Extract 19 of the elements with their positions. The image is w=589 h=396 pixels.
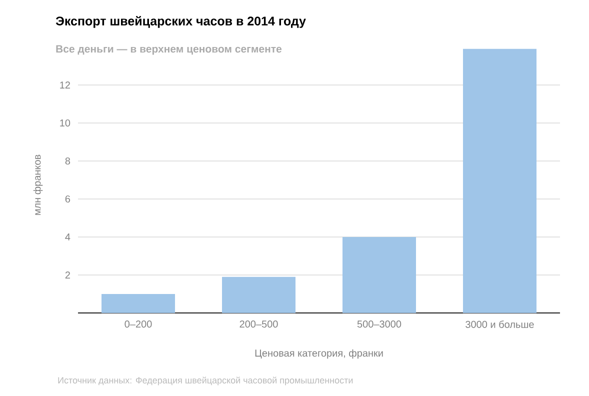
x-tick-label: 3000 и больше <box>466 320 534 328</box>
y-tick-label: 2 <box>65 272 70 278</box>
x-tick-label: 0–200 <box>124 320 152 328</box>
bar <box>462 48 536 313</box>
x-axis-title: Ценовая категория, франки <box>255 349 383 359</box>
x-tick-label: 200–500 <box>240 320 278 328</box>
y-tick-label: 10 <box>60 119 70 127</box>
bar <box>102 294 176 313</box>
y-axis-title: млн франков <box>33 154 43 215</box>
x-tick-label: 500–3000 <box>357 320 402 328</box>
bar <box>342 236 416 313</box>
bar <box>222 276 296 313</box>
chart-title: Экспорт швейцарских часов в 2014 году <box>56 16 306 28</box>
chart-subtitle: Все деньги — в верхнем ценовом сегменте <box>56 45 282 55</box>
y-tick-label: 4 <box>65 234 70 240</box>
y-tick-label: 12 <box>60 82 70 88</box>
y-tick-label: 8 <box>65 157 70 165</box>
y-tick-label: 6 <box>65 195 70 203</box>
text: Источник данных: Федерация швейцарской часовой промышленности <box>58 376 353 386</box>
